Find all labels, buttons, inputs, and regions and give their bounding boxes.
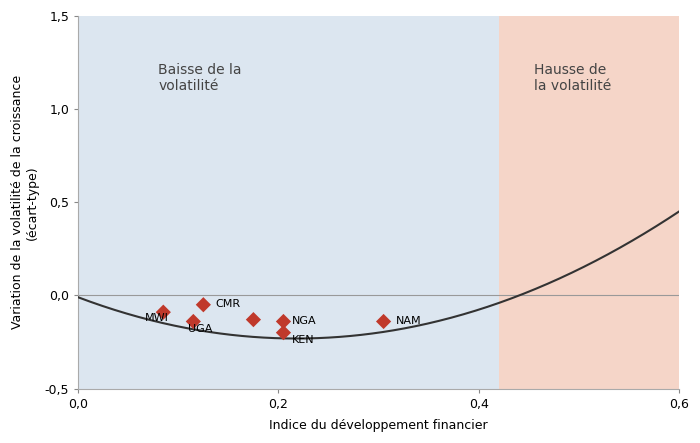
X-axis label: Indice du développement financier: Indice du développement financier [270,419,488,432]
Text: UGA: UGA [188,324,213,334]
Text: Hausse de
la volatilité: Hausse de la volatilité [534,62,611,93]
Point [378,318,389,325]
Point [278,318,289,325]
Text: CMR: CMR [216,299,241,309]
Point [198,301,209,308]
Y-axis label: Variation de la volatilité de la croissance
(écart-type): Variation de la volatilité de la croissa… [11,75,39,330]
Point [248,316,259,323]
Point [188,318,199,325]
Bar [78,16,498,389]
Text: Baisse de la
volatilité: Baisse de la volatilité [158,62,242,93]
Text: MWI: MWI [144,313,168,323]
Bar [498,16,679,389]
Text: NGA: NGA [291,315,316,326]
Point [158,309,169,316]
Point [278,329,289,336]
Text: KEN: KEN [291,335,314,345]
Text: NAM: NAM [395,315,421,326]
